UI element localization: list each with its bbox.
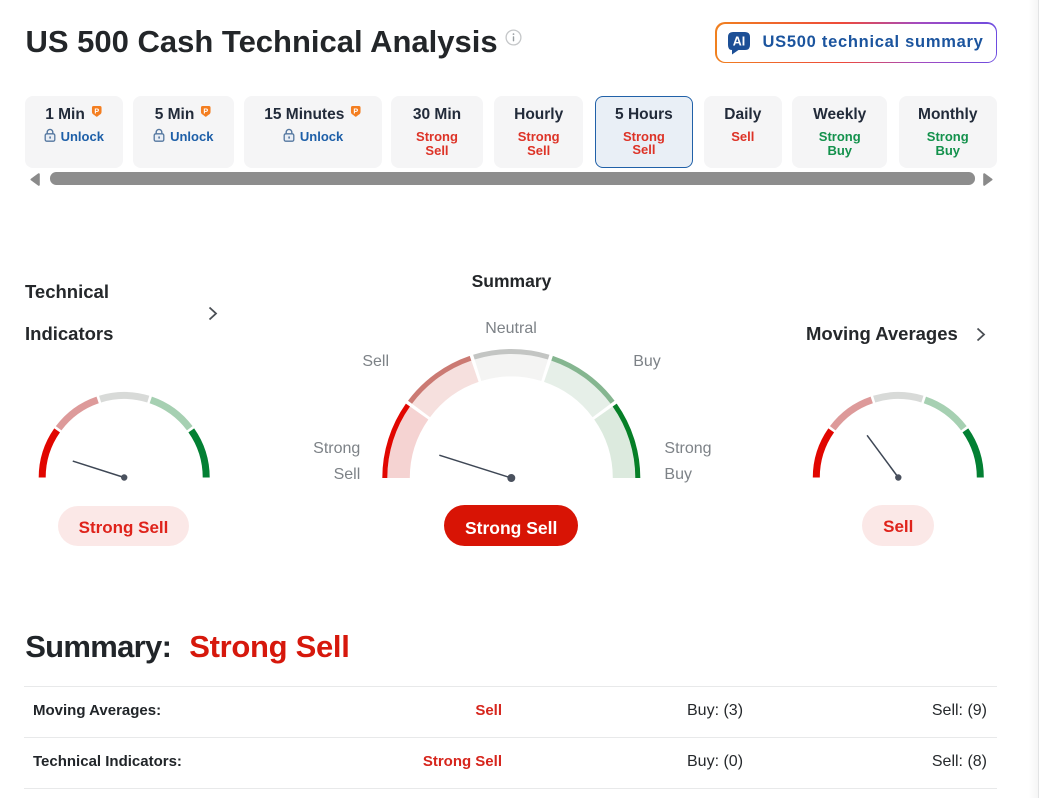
svg-text:P: P [94, 108, 99, 116]
svg-text:AI: AI [732, 34, 745, 48]
svg-text:P: P [354, 108, 359, 116]
svg-text:P: P [204, 108, 209, 116]
